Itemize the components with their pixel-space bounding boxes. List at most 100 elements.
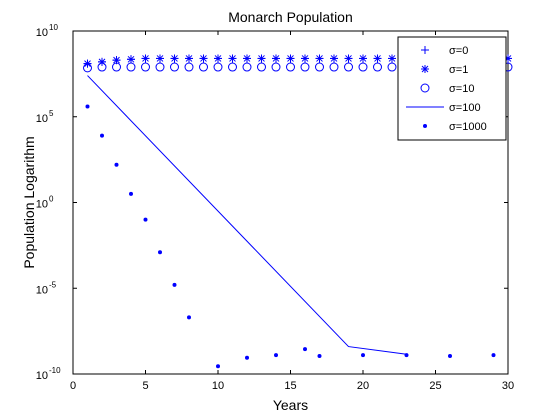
legend-label: σ=1 [449,64,468,76]
y-tick-exponent: 10 [49,23,58,32]
point-dot [423,124,427,128]
point-dot [361,353,365,358]
star-d2 [345,55,352,62]
point-circle [387,62,397,72]
legend-item: σ=1000 [423,121,487,133]
series-3 [87,75,407,355]
legend-item: σ=1 [421,64,468,76]
star-d2 [301,55,309,62]
point-star [344,54,353,63]
point-dot [303,347,307,352]
point-circle [97,62,107,72]
star-d2 [359,55,367,62]
point-circle [420,83,430,93]
point-star [156,54,164,63]
point-star [257,54,266,63]
point-star [170,54,179,63]
star-d2 [330,55,338,62]
legend-item: σ=10 [420,83,474,95]
point-circle [286,62,295,72]
star-d2 [171,55,178,62]
point-circle [358,62,368,72]
y-tick-exponent: -5 [49,280,57,289]
point-circle [300,62,310,72]
star-d2 [113,56,120,64]
star-d2 [156,55,164,62]
star-d2 [142,55,149,62]
point-star [301,54,309,63]
y-axis-label: Population Logarithm [21,136,37,268]
point-star [243,54,251,63]
star-d2 [388,55,396,62]
star-d2 [200,55,207,62]
star-d2 [272,55,280,62]
legend-label: σ=1000 [449,121,487,133]
x-tick-label: 0 [70,380,76,392]
point-dot [404,353,409,358]
point-circle [344,62,353,72]
y-tick-exponent: -10 [49,366,61,375]
star-d2 [214,55,222,62]
point-dot [216,364,220,369]
legend-label: σ=100 [449,102,481,114]
point-dot [100,133,104,138]
point-star [373,54,382,63]
point-star [388,54,396,63]
point-circle [155,62,165,72]
point-star [421,65,429,73]
x-tick-label: 30 [502,380,514,392]
point-circle [126,62,136,72]
legend-box [397,36,507,141]
point-dot [448,353,452,358]
star-d2 [287,55,294,62]
point-dot [143,217,148,222]
point-star [330,54,338,63]
point-plus [421,46,429,54]
point-circle [228,62,237,72]
point-dot [245,355,249,360]
legend-item: σ=100 [406,102,481,114]
star-d2 [127,55,135,63]
point-circle [199,62,208,72]
point-circle [257,62,266,72]
point-star [141,54,150,63]
y-tick-exponent: 5 [49,109,54,118]
point-circle [83,63,92,73]
point-dot [172,282,177,287]
point-dot [187,315,191,320]
y-tick-label: 10 [36,370,48,382]
x-tick-label: 25 [429,380,441,392]
point-circle [329,62,339,72]
star-d2 [258,55,265,62]
point-circle [213,62,223,72]
star-d2 [185,55,193,62]
point-star [286,54,295,63]
x-tick-label: 20 [357,380,369,392]
point-dot [158,250,162,255]
star-d2 [316,55,323,62]
point-circle [271,62,281,72]
x-tick-label: 5 [142,380,148,392]
legend: σ=0 σ=1 σ=10 σ=100 σ=1000 [397,36,507,141]
point-dot [85,104,90,109]
x-axis: 0 5 10 15 20 25 30 [70,31,514,392]
point-star [127,55,135,64]
point-circle [112,62,121,72]
point-circle [184,62,194,72]
star-d2 [243,55,251,62]
y-tick-label: 10 [36,27,48,39]
series-line [87,75,407,355]
point-star [214,54,222,63]
point-circle [373,62,382,72]
point-dot [491,353,496,358]
star-d2 [374,55,381,62]
star-d2 [421,65,429,73]
point-circle [170,62,179,72]
point-star [315,54,324,63]
legend-item: σ=0 [421,45,468,57]
point-star [228,54,237,63]
point-circle [141,62,150,72]
point-star [272,54,280,63]
x-tick-label: 15 [284,380,296,392]
